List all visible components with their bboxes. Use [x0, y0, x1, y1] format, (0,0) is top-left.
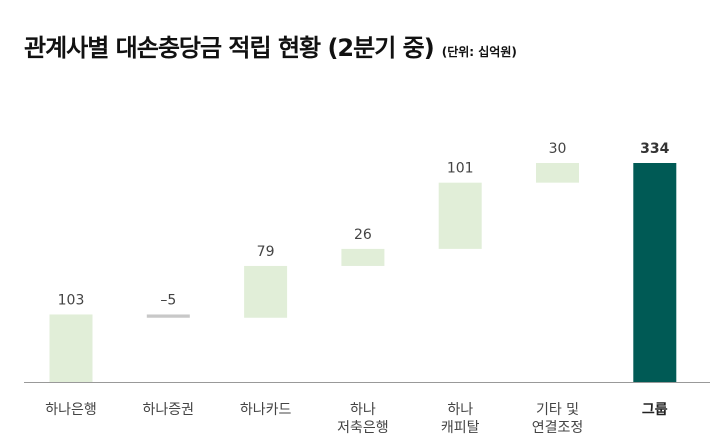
category-label: 연결조정 — [532, 420, 584, 436]
data-label: 103 — [58, 292, 85, 308]
data-label: 26 — [354, 227, 372, 243]
chart-title-block: 관계사별 대손충당금 적립 현황 (2분기 중) (단위: 십억원) — [24, 28, 517, 63]
total-bar — [633, 163, 677, 382]
data-label: 79 — [257, 244, 275, 260]
waterfall-bar — [146, 314, 190, 318]
category-label: 기타 및 — [536, 402, 579, 418]
waterfall-bar — [341, 248, 385, 266]
data-label: –5 — [160, 292, 176, 308]
category-label: 하나 — [447, 402, 473, 418]
waterfall-bar — [438, 182, 482, 249]
data-label: 101 — [447, 161, 474, 177]
category-label: 저축은행 — [337, 420, 389, 436]
category-label: 하나카드 — [240, 402, 292, 418]
data-label: 30 — [549, 141, 567, 157]
category-label: 캐피탈 — [441, 420, 480, 436]
unit-label: (단위: 십억원) — [441, 45, 517, 59]
category-label: 하나증권 — [143, 402, 195, 418]
chart-title: 관계사별 대손충당금 적립 현황 (2분기 중) — [24, 34, 435, 62]
category-label: 그룹 — [642, 402, 668, 418]
waterfall-bar — [244, 265, 288, 318]
category-label: 하나은행 — [45, 402, 97, 418]
waterfall-bar — [536, 163, 579, 183]
data-label: 334 — [640, 141, 669, 157]
waterfall-bar — [49, 314, 93, 382]
category-label: 하나 — [350, 402, 376, 418]
